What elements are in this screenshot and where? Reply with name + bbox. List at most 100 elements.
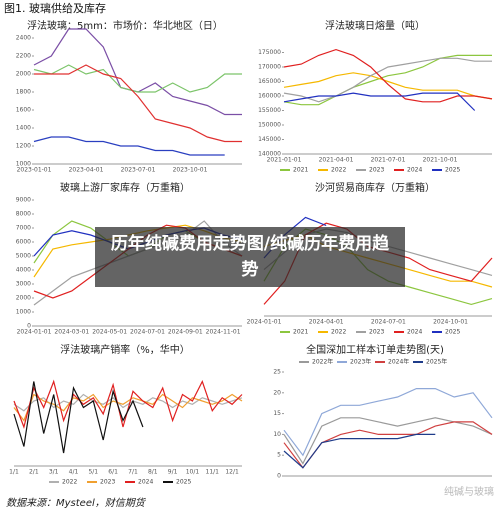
legend-label: 2025 (445, 167, 460, 174)
legend-label: 2023 (369, 167, 384, 174)
y-tick-label: 2400 (16, 35, 31, 42)
series-line (13, 381, 144, 454)
legend-label: 2021 (293, 167, 308, 174)
x-tick-label: 2024-10-01 (433, 319, 468, 326)
x-tick-label: 8/1 (148, 469, 158, 476)
series-line (34, 64, 242, 143)
x-tick-label: 2023-07-01 (121, 167, 156, 174)
x-tick-label: 12/1 (225, 469, 239, 476)
x-tick-label: 2023-10-01 (173, 167, 208, 174)
series-line (13, 393, 243, 422)
x-tick-label: 5/1 (88, 469, 98, 476)
series-line (33, 28, 242, 116)
series-line (283, 72, 493, 100)
y-tick-label: 7000 (16, 225, 31, 232)
series-line (283, 417, 493, 465)
series-line (283, 54, 492, 106)
x-tick-label: 11/1 (206, 469, 220, 476)
y-tick-label: 6000 (16, 239, 31, 246)
y-tick-label: 9000 (16, 197, 31, 204)
x-tick-label: 2021-01-01 (267, 157, 302, 164)
y-tick-label: 2000 (16, 295, 31, 302)
legend-label: 2024年 (388, 358, 409, 366)
y-tick-label: 2000 (16, 71, 31, 78)
series-line (13, 379, 243, 429)
y-tick-label: 145000 (258, 136, 281, 143)
x-tick-label: 2024-03-01 (54, 329, 89, 336)
y-tick-label: 20 (273, 389, 281, 396)
y-tick-label: 170000 (258, 64, 281, 71)
overlay-banner: 历年纯碱费用走势图/纯碱历年费用趋势 (95, 227, 405, 287)
x-tick-label: 1/1 (9, 469, 19, 476)
series-line (33, 136, 225, 156)
legend-label: 2024 (138, 479, 153, 486)
series-line (33, 64, 242, 93)
y-tick-label: 15 (273, 410, 281, 417)
y-tick-label: 4000 (16, 267, 31, 274)
chart-title: 浮法玻璃产销率（%，华中） (60, 343, 190, 356)
x-tick-label: 2024-07-01 (130, 329, 165, 336)
y-tick-label: 5000 (16, 253, 31, 260)
legend-label: 2023年 (350, 358, 371, 366)
y-tick-label: 3000 (16, 281, 31, 288)
figure-header: 图1. 玻璃供给及库存 (4, 1, 106, 15)
legend-label: 2023 (100, 479, 115, 486)
legend-label: 2022 (331, 329, 346, 336)
chart-title: 玻璃上游厂家库存（万重箱） (60, 181, 190, 194)
y-tick-label: 150000 (258, 122, 281, 129)
x-tick-label: 7/1 (128, 469, 138, 476)
x-tick-label: 2021-07-01 (371, 157, 406, 164)
y-tick-label: 10 (273, 431, 281, 438)
y-tick-label: 0 (277, 473, 281, 480)
y-tick-label: 1800 (16, 89, 31, 96)
y-tick-label: 8000 (16, 211, 31, 218)
x-tick-label: 2024-05-01 (92, 329, 127, 336)
y-tick-label: 25 (273, 369, 281, 376)
series-line (283, 92, 476, 111)
series-line (283, 48, 493, 103)
x-tick-label: 6/1 (108, 469, 118, 476)
legend-label: 2022年 (312, 358, 333, 366)
x-tick-label: 2024-11-01 (206, 329, 241, 336)
y-tick-label: 175000 (258, 49, 281, 56)
source-note: 数据来源：Mysteel，财信期货 (6, 497, 147, 509)
legend-label: 2025年 (426, 358, 447, 366)
y-tick-label: 160000 (258, 93, 281, 100)
watermark: 纯碱与玻璃 (444, 485, 494, 498)
x-tick-label: 2/1 (29, 469, 39, 476)
y-tick-label: 140000 (258, 151, 281, 158)
x-tick-label: 4/1 (69, 469, 79, 476)
y-tick-label: 155000 (258, 107, 281, 114)
x-tick-label: 2024-07-01 (371, 319, 406, 326)
series-line (13, 393, 243, 412)
legend-label: 2025 (176, 479, 191, 486)
chart-title: 沙河贸易商库存（万重箱） (315, 181, 435, 194)
y-tick-label: 1000 (16, 161, 31, 168)
x-tick-label: 9/1 (168, 469, 178, 476)
chart-title: 浮法玻璃：5mm：市场价：华北地区（日） (27, 19, 223, 32)
series-line (283, 433, 436, 469)
y-tick-label: 5 (277, 452, 281, 459)
x-tick-label: 2023-01-01 (17, 167, 52, 174)
x-tick-label: 10/1 (186, 469, 200, 476)
x-tick-label: 2023-04-01 (69, 167, 104, 174)
y-tick-label: 1200 (16, 143, 31, 150)
x-tick-label: 2024-01-01 (247, 319, 282, 326)
legend-label: 2024 (407, 329, 422, 336)
series-line (283, 57, 492, 103)
legend-label: 2022 (62, 479, 77, 486)
y-tick-label: 1400 (16, 125, 31, 132)
chart-title: 全国深加工样本订单走势图(天) (306, 343, 444, 356)
y-tick-label: 165000 (258, 78, 281, 85)
x-tick-label: 3/1 (49, 469, 59, 476)
x-tick-label: 2024-04-01 (309, 319, 344, 326)
legend-label: 2024 (407, 167, 422, 174)
legend-label: 2022 (331, 167, 346, 174)
legend-label: 2025 (445, 329, 460, 336)
chart-title: 浮法玻璃日熔量（吨） (325, 19, 425, 32)
y-tick-label: 2200 (16, 53, 31, 60)
legend-label: 2023 (369, 329, 384, 336)
y-tick-label: 1600 (16, 107, 31, 114)
